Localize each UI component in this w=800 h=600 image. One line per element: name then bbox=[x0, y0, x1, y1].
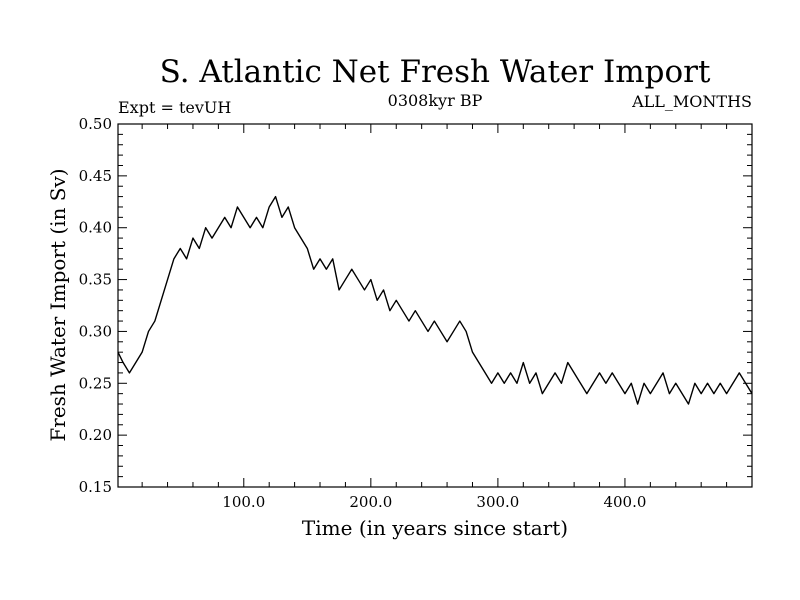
x-tick-label: 400.0 bbox=[603, 493, 646, 511]
y-tick-label: 0.20 bbox=[79, 426, 112, 444]
x-tick-label: 100.0 bbox=[222, 493, 265, 511]
plot-frame bbox=[117, 123, 753, 488]
period-label: 0308kyr BP bbox=[388, 91, 483, 110]
y-tick-label: 0.40 bbox=[79, 219, 112, 237]
months-label: ALL_MONTHS bbox=[631, 92, 752, 111]
y-tick-label: 0.25 bbox=[79, 374, 112, 392]
chart-title: S. Atlantic Net Fresh Water Import bbox=[160, 54, 711, 90]
x-axis-label: Time (in years since start) bbox=[302, 516, 568, 540]
y-tick-label: 0.50 bbox=[79, 115, 112, 133]
y-tick-label: 0.15 bbox=[79, 478, 112, 496]
experiment-label: Expt = tevUH bbox=[118, 98, 231, 117]
y-tick-label: 0.35 bbox=[79, 271, 112, 289]
plot-area: 0.15 0.20 0.25 0.30 0.35 0.40 0.45 0.50 100.0 200… bbox=[79, 115, 753, 511]
x-tick-label: 200.0 bbox=[349, 493, 392, 511]
y-axis-label: Fresh Water Import (in Sv) bbox=[46, 168, 70, 441]
x-tick-label: 300.0 bbox=[476, 493, 519, 511]
series-line bbox=[117, 195, 753, 405]
y-tick-label: 0.30 bbox=[79, 322, 112, 340]
y-tick-label: 0.45 bbox=[79, 167, 112, 185]
